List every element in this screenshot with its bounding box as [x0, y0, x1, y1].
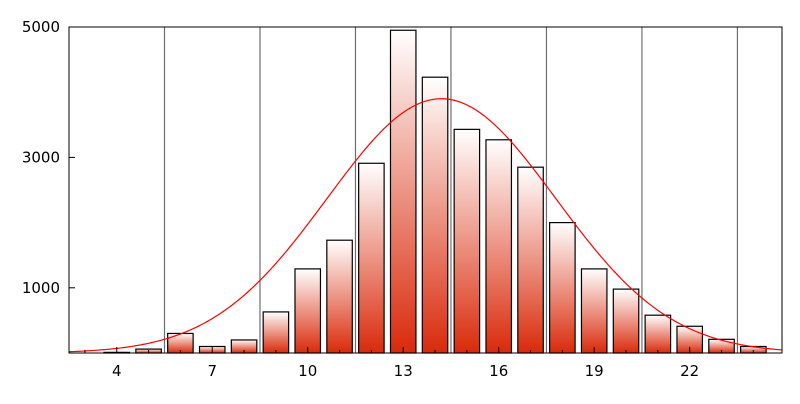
x-tick-label: 22: [680, 362, 699, 380]
histogram-bar: [580, 268, 608, 354]
x-tick-label: 4: [112, 362, 122, 380]
histogram-bar: [262, 311, 290, 354]
histogram-bar: [326, 239, 353, 354]
x-tick-label: 10: [298, 362, 317, 380]
y-tick-label: 5000: [22, 18, 60, 36]
histogram-bar: [358, 162, 385, 354]
bar-layer: [103, 29, 767, 354]
histogram-bar: [294, 268, 322, 354]
y-tick-label: 1000: [22, 279, 60, 297]
x-tick-label: 13: [394, 362, 413, 380]
histogram-bar: [644, 314, 672, 354]
histogram-bar: [517, 166, 544, 354]
gaussian-fit-curve: [68, 98, 783, 353]
histogram-bar: [421, 76, 449, 354]
x-tick-label: 16: [489, 362, 508, 380]
histogram-bar: [612, 288, 640, 354]
fit-curve-layer: [68, 98, 783, 353]
histogram-bar: [453, 128, 481, 354]
histogram-bar: [549, 222, 576, 354]
plot-frame: [68, 26, 783, 354]
y-tick-label: 3000: [22, 148, 60, 166]
x-tick-label: 19: [585, 362, 604, 380]
histogram-bar: [389, 29, 417, 354]
histogram-bar: [485, 139, 513, 354]
x-tick-label: 7: [207, 362, 217, 380]
grid-layer: [163, 27, 739, 353]
tick-layer: 4 7 10 13 16 19 22 1000 3000 5000: [22, 18, 754, 380]
